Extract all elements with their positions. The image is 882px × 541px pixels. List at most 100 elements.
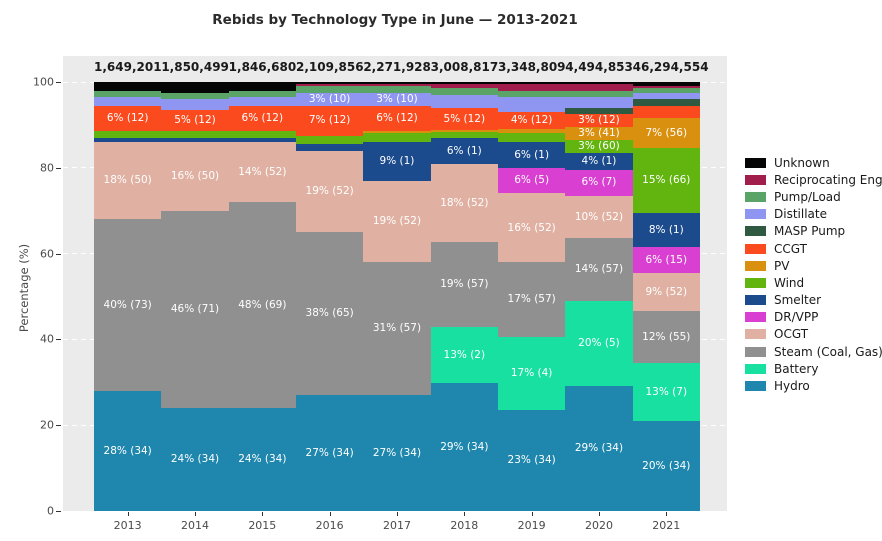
segment-label-distillate-2017: 3% (10) bbox=[376, 92, 418, 105]
year-column-2018: 5% (12) 6% (1) 18% (52) 19% (57) 13% (2) 29% … bbox=[430, 82, 498, 511]
segment-pump-load-2020 bbox=[565, 90, 633, 97]
segment-hydro-2015: 24% (34) bbox=[228, 407, 296, 511]
legend-swatch-pump-load bbox=[745, 191, 766, 202]
plot-panel: 1,649,201 1,850,499 1,846,680 2,109,856 2,27… bbox=[63, 56, 727, 512]
segment-unknown-2017 bbox=[363, 82, 431, 85]
x-tick-mark-2020 bbox=[598, 512, 600, 516]
legend-swatch-unknown bbox=[745, 157, 766, 168]
segment-label-steam-coal-gas-2020: 14% (57) bbox=[574, 263, 624, 276]
segment-ccgt-2020: 3% (12) bbox=[565, 114, 633, 127]
year-column-2015: 6% (12) 14% (52) 48% (69) 24% (34) bbox=[228, 82, 296, 511]
segment-steam-coal-gas-2021: 12% (55) bbox=[632, 311, 700, 363]
segment-ccgt-2018: 5% (12) bbox=[430, 107, 498, 130]
legend-swatch-dr-vpp bbox=[745, 312, 766, 323]
x-tick-label-2019: 2019 bbox=[517, 519, 546, 532]
segment-label-hydro-2014: 24% (34) bbox=[170, 453, 220, 466]
legend-label-dr-vpp: DR/VPP bbox=[774, 310, 819, 325]
segment-pump-load-2015 bbox=[228, 90, 296, 97]
segment-label-steam-coal-gas-2014: 46% (71) bbox=[170, 303, 220, 316]
segment-label-ccgt-2018: 5% (12) bbox=[443, 112, 486, 125]
segment-smelter-2017: 9% (1) bbox=[363, 142, 431, 181]
legend-label-ocgt: OCGT bbox=[774, 327, 809, 342]
segment-wind-2017 bbox=[363, 133, 431, 143]
x-tick-mark-2019 bbox=[531, 512, 533, 516]
segment-label-smelter-2017: 9% (1) bbox=[379, 155, 415, 168]
legend-label-unknown: Unknown bbox=[774, 155, 830, 170]
legend-label-pump-load: Pump/Load bbox=[774, 189, 841, 204]
legend-item-ocgt: OCGT bbox=[745, 326, 882, 343]
segment-label-ocgt-2020: 10% (52) bbox=[574, 210, 624, 223]
total-2015: 1,846,680 bbox=[228, 60, 297, 74]
legend-swatch-pv bbox=[745, 260, 766, 271]
segment-ccgt-2019: 4% (12) bbox=[497, 111, 566, 130]
year-column-2013: 6% (12) 18% (50) 40% (73) 28% (34) bbox=[94, 82, 162, 511]
segment-wind-2019 bbox=[497, 133, 566, 142]
segment-wind-2021: 15% (66) bbox=[632, 148, 700, 213]
segment-pump-load-2017 bbox=[363, 86, 431, 93]
segment-hydro-2016: 27% (34) bbox=[295, 395, 364, 511]
segment-label-ccgt-2019: 4% (12) bbox=[510, 114, 553, 127]
segment-steam-coal-gas-2013: 40% (73) bbox=[94, 219, 162, 391]
legend-item-smelter: Smelter bbox=[745, 292, 882, 309]
segment-label-wind-2020: 3% (60) bbox=[578, 140, 620, 153]
segment-reciprocating-engine-2019 bbox=[497, 84, 566, 91]
segment-distillate-2016: 3% (10) bbox=[295, 92, 364, 106]
segment-battery-2018: 13% (2) bbox=[430, 326, 498, 384]
legend-swatch-hydro bbox=[745, 381, 766, 392]
segment-unknown-2013 bbox=[94, 82, 162, 91]
segment-hydro-2013: 28% (34) bbox=[94, 390, 162, 511]
segment-pump-load-2021 bbox=[632, 88, 700, 93]
y-tick-label-0: 0 bbox=[47, 504, 54, 518]
segment-pump-load-2016 bbox=[295, 86, 364, 93]
x-tick-mark-2016 bbox=[329, 512, 331, 516]
legend-item-dr-vpp: DR/VPP bbox=[745, 309, 882, 326]
legend-label-hydro: Hydro bbox=[774, 379, 810, 394]
segment-hydro-2021: 20% (34) bbox=[632, 420, 700, 511]
x-tick-mark-2014 bbox=[194, 512, 196, 516]
segment-label-ccgt-2020: 3% (12) bbox=[578, 114, 620, 127]
segment-reciprocating-engine-2016 bbox=[295, 84, 364, 87]
segment-label-steam-coal-gas-2017: 31% (57) bbox=[372, 322, 422, 335]
segment-wind-2015 bbox=[228, 131, 296, 138]
x-tick-label-2018: 2018 bbox=[450, 519, 479, 532]
y-tick-mark-80 bbox=[56, 167, 61, 169]
segment-label-ocgt-2019: 16% (52) bbox=[507, 221, 556, 234]
year-column-2017: 3% (10) 6% (12) 9% (1) 19% (52) 31% (57) 27% … bbox=[363, 82, 431, 511]
segment-ocgt-2021: 9% (52) bbox=[632, 272, 700, 312]
x-tick-label-2021: 2021 bbox=[652, 519, 681, 532]
legend-label-smelter: Smelter bbox=[774, 293, 822, 308]
segment-unknown-2015 bbox=[228, 82, 296, 91]
segment-distillate-2014 bbox=[161, 99, 229, 110]
segment-label-pv-2020: 3% (41) bbox=[578, 127, 620, 140]
segment-label-ccgt-2017: 6% (12) bbox=[376, 112, 418, 125]
segment-pump-load-2013 bbox=[94, 90, 162, 97]
segment-label-hydro-2020: 29% (34) bbox=[574, 442, 624, 455]
segment-ccgt-2013: 6% (12) bbox=[94, 105, 162, 132]
segment-hydro-2017: 27% (34) bbox=[363, 395, 431, 511]
legend-label-pv: PV bbox=[774, 258, 790, 273]
segment-smelter-2016 bbox=[295, 144, 364, 151]
legend-swatch-battery bbox=[745, 363, 766, 374]
segment-label-steam-coal-gas-2019: 17% (57) bbox=[507, 293, 556, 306]
segment-pv-2020: 3% (41) bbox=[565, 126, 633, 140]
segment-label-ccgt-2013: 6% (12) bbox=[106, 112, 149, 125]
legend-label-steam-coal-gas: Steam (Coal, Gas) bbox=[774, 344, 882, 359]
legend-swatch-distillate bbox=[745, 209, 766, 220]
legend-label-wind: Wind bbox=[774, 275, 805, 290]
segment-steam-coal-gas-2020: 14% (57) bbox=[565, 238, 633, 301]
segment-distillate-2017: 3% (10) bbox=[363, 92, 431, 106]
segment-distillate-2020 bbox=[565, 96, 633, 108]
segment-dr-vpp-2019: 6% (5) bbox=[497, 167, 566, 194]
segment-label-ocgt-2021: 9% (52) bbox=[645, 285, 688, 298]
segment-hydro-2020: 29% (34) bbox=[565, 386, 633, 511]
year-column-2014: 5% (12) 16% (50) 46% (71) 24% (34) bbox=[161, 82, 229, 511]
segment-smelter-2015 bbox=[228, 137, 296, 143]
segment-smelter-2018: 6% (1) bbox=[430, 138, 498, 165]
segment-label-hydro-2015: 24% (34) bbox=[238, 453, 287, 466]
total-2018: 3,008,817 bbox=[430, 60, 499, 74]
segment-label-pv-2021: 7% (56) bbox=[645, 127, 688, 140]
segment-label-steam-coal-gas-2018: 19% (57) bbox=[440, 278, 489, 291]
segment-reciprocating-engine-2018 bbox=[430, 84, 498, 89]
legend-item-steam-coal-gas: Steam (Coal, Gas) bbox=[745, 343, 882, 360]
segment-label-smelter-2021: 8% (1) bbox=[648, 223, 684, 236]
